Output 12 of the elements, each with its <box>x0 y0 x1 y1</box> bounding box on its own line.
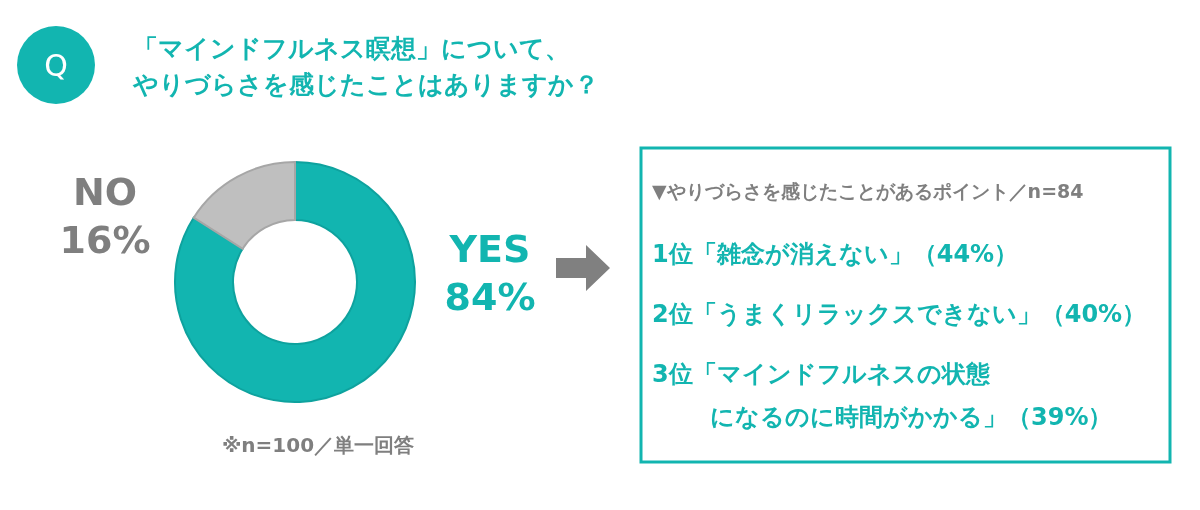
data-label: 84% <box>444 275 536 319</box>
slice-label: YES <box>448 227 531 271</box>
chart-title: 「マインドフルネス瞑想」について、やりづらさを感じたことはありますか？ <box>132 34 599 99</box>
text: 2位「うまくリラックスできない」（40%） <box>652 300 1147 328</box>
text: 3位「マインドフルネスの状態 <box>652 360 991 388</box>
text: になるのに時間がかかる」（39%） <box>710 403 1113 431</box>
text: ▼やりづらさを感じたことがあるポイント／n=84 <box>652 180 1084 202</box>
text: Q <box>44 48 68 83</box>
data-label: 16% <box>59 218 151 262</box>
slice-label: NO <box>72 170 138 214</box>
text: ※n=100／単一回答 <box>221 433 415 457</box>
text: 1位「雑念が消えない」（44%） <box>652 240 1019 268</box>
